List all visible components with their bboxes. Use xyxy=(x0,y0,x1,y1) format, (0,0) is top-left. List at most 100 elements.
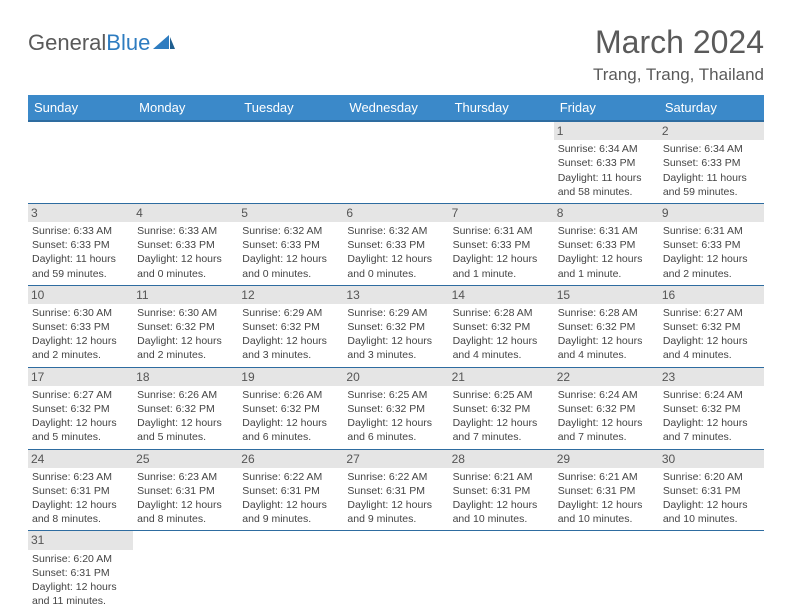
sunrise-text: Sunrise: 6:31 AM xyxy=(558,224,655,238)
calendar-table: SundayMondayTuesdayWednesdayThursdayFrid… xyxy=(28,95,764,612)
daylight-text: Daylight: 12 hours xyxy=(137,252,234,266)
sunset-text: Sunset: 6:31 PM xyxy=(137,484,234,498)
calendar-cell: 18Sunrise: 6:26 AMSunset: 6:32 PMDayligh… xyxy=(133,367,238,449)
sunset-text: Sunset: 6:32 PM xyxy=(137,320,234,334)
sunset-text: Sunset: 6:31 PM xyxy=(347,484,444,498)
sunrise-text: Sunrise: 6:23 AM xyxy=(137,470,234,484)
calendar-cell: 28Sunrise: 6:21 AMSunset: 6:31 PMDayligh… xyxy=(449,449,554,531)
calendar-cell: 3Sunrise: 6:33 AMSunset: 6:33 PMDaylight… xyxy=(28,203,133,285)
sunset-text: Sunset: 6:33 PM xyxy=(558,156,655,170)
calendar-cell xyxy=(133,531,238,612)
logo-word2: Blue xyxy=(106,30,175,56)
sunset-text: Sunset: 6:32 PM xyxy=(453,402,550,416)
calendar-cell xyxy=(449,121,554,203)
day-number: 31 xyxy=(28,531,133,549)
sunset-text: Sunset: 6:33 PM xyxy=(453,238,550,252)
sunset-text: Sunset: 6:31 PM xyxy=(558,484,655,498)
daylight-text: Daylight: 12 hours xyxy=(32,416,129,430)
sunset-text: Sunset: 6:32 PM xyxy=(558,320,655,334)
calendar-cell: 9Sunrise: 6:31 AMSunset: 6:33 PMDaylight… xyxy=(659,203,764,285)
daylight-text: Daylight: 12 hours xyxy=(663,334,760,348)
calendar-week: 3Sunrise: 6:33 AMSunset: 6:33 PMDaylight… xyxy=(28,203,764,285)
day-number: 5 xyxy=(238,204,343,222)
daylight-text: Daylight: 12 hours xyxy=(663,416,760,430)
calendar-cell: 19Sunrise: 6:26 AMSunset: 6:32 PMDayligh… xyxy=(238,367,343,449)
daylight-text: and 7 minutes. xyxy=(558,430,655,444)
daylight-text: Daylight: 12 hours xyxy=(242,416,339,430)
calendar-cell: 30Sunrise: 6:20 AMSunset: 6:31 PMDayligh… xyxy=(659,449,764,531)
day-number: 7 xyxy=(449,204,554,222)
daylight-text: Daylight: 12 hours xyxy=(558,498,655,512)
sunrise-text: Sunrise: 6:33 AM xyxy=(137,224,234,238)
day-number: 14 xyxy=(449,286,554,304)
sunset-text: Sunset: 6:31 PM xyxy=(32,566,129,580)
sunset-text: Sunset: 6:33 PM xyxy=(137,238,234,252)
daylight-text: and 11 minutes. xyxy=(32,594,129,608)
sunset-text: Sunset: 6:33 PM xyxy=(558,238,655,252)
daylight-text: Daylight: 12 hours xyxy=(32,580,129,594)
calendar-cell: 6Sunrise: 6:32 AMSunset: 6:33 PMDaylight… xyxy=(343,203,448,285)
daylight-text: Daylight: 12 hours xyxy=(453,498,550,512)
sunrise-text: Sunrise: 6:27 AM xyxy=(663,306,760,320)
day-number: 15 xyxy=(554,286,659,304)
daylight-text: and 9 minutes. xyxy=(347,512,444,526)
calendar-cell: 29Sunrise: 6:21 AMSunset: 6:31 PMDayligh… xyxy=(554,449,659,531)
sunrise-text: Sunrise: 6:26 AM xyxy=(242,388,339,402)
logo: General Blue xyxy=(28,24,175,56)
sunrise-text: Sunrise: 6:30 AM xyxy=(32,306,129,320)
day-header-row: SundayMondayTuesdayWednesdayThursdayFrid… xyxy=(28,95,764,121)
daylight-text: Daylight: 12 hours xyxy=(137,416,234,430)
sunrise-text: Sunrise: 6:20 AM xyxy=(663,470,760,484)
sunrise-text: Sunrise: 6:27 AM xyxy=(32,388,129,402)
day-number: 24 xyxy=(28,450,133,468)
calendar-cell: 2Sunrise: 6:34 AMSunset: 6:33 PMDaylight… xyxy=(659,121,764,203)
sunrise-text: Sunrise: 6:24 AM xyxy=(663,388,760,402)
calendar-cell xyxy=(238,121,343,203)
logo-word1: General xyxy=(28,30,106,56)
sunrise-text: Sunrise: 6:26 AM xyxy=(137,388,234,402)
daylight-text: Daylight: 12 hours xyxy=(347,498,444,512)
sunset-text: Sunset: 6:32 PM xyxy=(347,320,444,334)
calendar-cell: 14Sunrise: 6:28 AMSunset: 6:32 PMDayligh… xyxy=(449,285,554,367)
day-number: 29 xyxy=(554,450,659,468)
calendar-cell: 5Sunrise: 6:32 AMSunset: 6:33 PMDaylight… xyxy=(238,203,343,285)
daylight-text: and 5 minutes. xyxy=(32,430,129,444)
daylight-text: and 1 minute. xyxy=(453,267,550,281)
sunset-text: Sunset: 6:32 PM xyxy=(558,402,655,416)
sunrise-text: Sunrise: 6:29 AM xyxy=(347,306,444,320)
daylight-text: and 7 minutes. xyxy=(663,430,760,444)
daylight-text: and 0 minutes. xyxy=(242,267,339,281)
day-number: 6 xyxy=(343,204,448,222)
day-number: 25 xyxy=(133,450,238,468)
day-number: 2 xyxy=(659,122,764,140)
sunset-text: Sunset: 6:33 PM xyxy=(242,238,339,252)
calendar-cell: 10Sunrise: 6:30 AMSunset: 6:33 PMDayligh… xyxy=(28,285,133,367)
day-number: 22 xyxy=(554,368,659,386)
daylight-text: Daylight: 12 hours xyxy=(137,498,234,512)
daylight-text: Daylight: 12 hours xyxy=(453,252,550,266)
daylight-text: Daylight: 11 hours xyxy=(663,171,760,185)
daylight-text: and 8 minutes. xyxy=(137,512,234,526)
daylight-text: and 10 minutes. xyxy=(663,512,760,526)
daylight-text: Daylight: 12 hours xyxy=(242,498,339,512)
sunrise-text: Sunrise: 6:21 AM xyxy=(453,470,550,484)
day-number: 19 xyxy=(238,368,343,386)
calendar-cell: 27Sunrise: 6:22 AMSunset: 6:31 PMDayligh… xyxy=(343,449,448,531)
calendar-cell xyxy=(343,121,448,203)
sunset-text: Sunset: 6:32 PM xyxy=(347,402,444,416)
daylight-text: and 0 minutes. xyxy=(137,267,234,281)
daylight-text: and 10 minutes. xyxy=(453,512,550,526)
daylight-text: and 7 minutes. xyxy=(453,430,550,444)
daylight-text: and 5 minutes. xyxy=(137,430,234,444)
daylight-text: Daylight: 12 hours xyxy=(32,498,129,512)
calendar-week: 24Sunrise: 6:23 AMSunset: 6:31 PMDayligh… xyxy=(28,449,764,531)
sunset-text: Sunset: 6:31 PM xyxy=(663,484,760,498)
daylight-text: and 0 minutes. xyxy=(347,267,444,281)
month-title: March 2024 xyxy=(593,24,764,61)
sunrise-text: Sunrise: 6:30 AM xyxy=(137,306,234,320)
calendar-cell: 13Sunrise: 6:29 AMSunset: 6:32 PMDayligh… xyxy=(343,285,448,367)
day-number: 20 xyxy=(343,368,448,386)
calendar-cell: 12Sunrise: 6:29 AMSunset: 6:32 PMDayligh… xyxy=(238,285,343,367)
daylight-text: Daylight: 12 hours xyxy=(347,334,444,348)
daylight-text: and 1 minute. xyxy=(558,267,655,281)
